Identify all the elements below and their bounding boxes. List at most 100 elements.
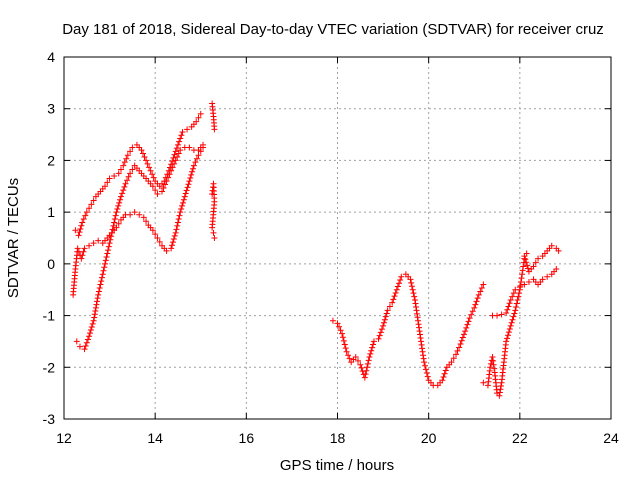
data-point-marker <box>127 170 134 177</box>
data-point-marker <box>450 355 457 362</box>
data-point-marker <box>407 276 414 283</box>
x-tick-label: 24 <box>603 430 619 446</box>
data-point-marker <box>86 333 93 340</box>
data-point-marker <box>94 298 101 305</box>
x-tick-label: 14 <box>147 430 163 446</box>
data-point-marker <box>125 173 132 180</box>
data-point-marker <box>175 150 182 157</box>
x-tick-label: 16 <box>239 430 255 446</box>
data-point-marker <box>530 263 537 270</box>
data-point-marker <box>365 357 372 364</box>
data-point-marker <box>408 283 415 290</box>
y-tick-label: 0 <box>47 256 55 272</box>
grid-lines <box>64 57 611 419</box>
data-point-marker <box>415 321 422 328</box>
data-point-marker <box>480 281 487 288</box>
data-point-marker <box>84 336 91 343</box>
data-point-marker <box>95 288 102 295</box>
data-point-marker <box>79 252 86 259</box>
data-point-marker <box>510 290 517 297</box>
data-point-marker <box>102 260 109 267</box>
data-point-marker <box>511 310 518 317</box>
data-point-marker <box>169 242 176 249</box>
data-point-marker <box>129 166 136 173</box>
data-point-marker <box>413 303 420 310</box>
data-point-marker <box>518 275 525 282</box>
chart-title: Day 181 of 2018, Sidereal Day-to-day VTE… <box>62 21 604 38</box>
data-point-marker <box>458 337 465 344</box>
data-point-marker <box>162 181 169 188</box>
data-point-marker <box>93 301 100 308</box>
data-point-marker <box>82 342 89 349</box>
data-point-marker <box>179 202 186 209</box>
data-point-marker <box>152 231 159 238</box>
data-point-marker <box>150 174 157 181</box>
data-point-marker <box>144 160 151 167</box>
data-point-marker <box>143 218 150 225</box>
data-point-marker <box>121 159 128 166</box>
data-point-marker <box>189 168 196 175</box>
data-point-marker <box>341 341 348 348</box>
data-point-marker <box>506 300 513 307</box>
data-point-marker <box>490 357 497 364</box>
data-point-marker <box>95 291 102 298</box>
data-point-marker <box>345 352 352 359</box>
y-tick-label: 4 <box>47 49 55 65</box>
data-point-marker <box>457 341 464 348</box>
data-point-marker <box>108 229 115 236</box>
data-point-marker <box>417 334 424 341</box>
data-point-marker <box>86 205 93 212</box>
data-point-marker <box>129 144 136 151</box>
data-point-marker <box>358 364 365 371</box>
data-point-marker <box>513 300 520 307</box>
x-tick-label: 22 <box>512 430 528 446</box>
data-point-marker <box>179 199 186 206</box>
data-point-marker <box>90 197 97 204</box>
data-point-marker <box>439 377 446 384</box>
data-point-marker <box>177 209 184 216</box>
data-point-marker <box>423 369 430 376</box>
data-point-marker <box>186 178 193 185</box>
x-tick-label: 12 <box>56 430 72 446</box>
data-point-marker <box>498 311 505 318</box>
data-point-marker <box>442 367 449 374</box>
data-point-marker <box>186 144 193 151</box>
data-point-marker <box>340 337 347 344</box>
data-point-marker <box>73 338 80 345</box>
data-point-marker <box>112 212 119 219</box>
data-point-marker <box>521 281 528 288</box>
data-point-marker <box>509 293 516 300</box>
data-point-marker <box>490 361 497 368</box>
data-point-marker <box>466 315 473 322</box>
data-point-marker <box>512 307 519 314</box>
data-point-marker <box>391 293 398 300</box>
data-point-marker <box>513 303 520 310</box>
data-point-marker <box>357 361 364 368</box>
data-point-marker <box>410 290 417 297</box>
data-point-marker <box>187 175 194 182</box>
data-point-marker <box>173 226 180 233</box>
data-point-marker <box>109 226 116 233</box>
data-point-marker <box>92 304 99 311</box>
data-point-marker <box>477 288 484 295</box>
data-point-marker <box>370 338 377 345</box>
data-point-marker <box>422 362 429 369</box>
data-point-marker <box>418 341 425 348</box>
data-point-marker <box>487 360 494 367</box>
data-point-marker <box>420 355 427 362</box>
data-point-marker <box>165 167 172 174</box>
data-point-marker <box>170 236 177 243</box>
data-point-marker <box>106 175 113 182</box>
data-point-marker <box>108 233 115 240</box>
data-point-marker <box>506 326 513 333</box>
data-point-marker <box>101 264 108 271</box>
data-point-marker <box>94 295 101 302</box>
data-point-marker <box>453 351 460 358</box>
data-point-marker <box>459 334 466 341</box>
data-point-marker <box>454 347 461 354</box>
data-point-marker <box>441 370 448 377</box>
data-point-marker <box>342 345 349 352</box>
data-point-marker <box>210 229 217 236</box>
data-point-marker <box>422 366 429 373</box>
